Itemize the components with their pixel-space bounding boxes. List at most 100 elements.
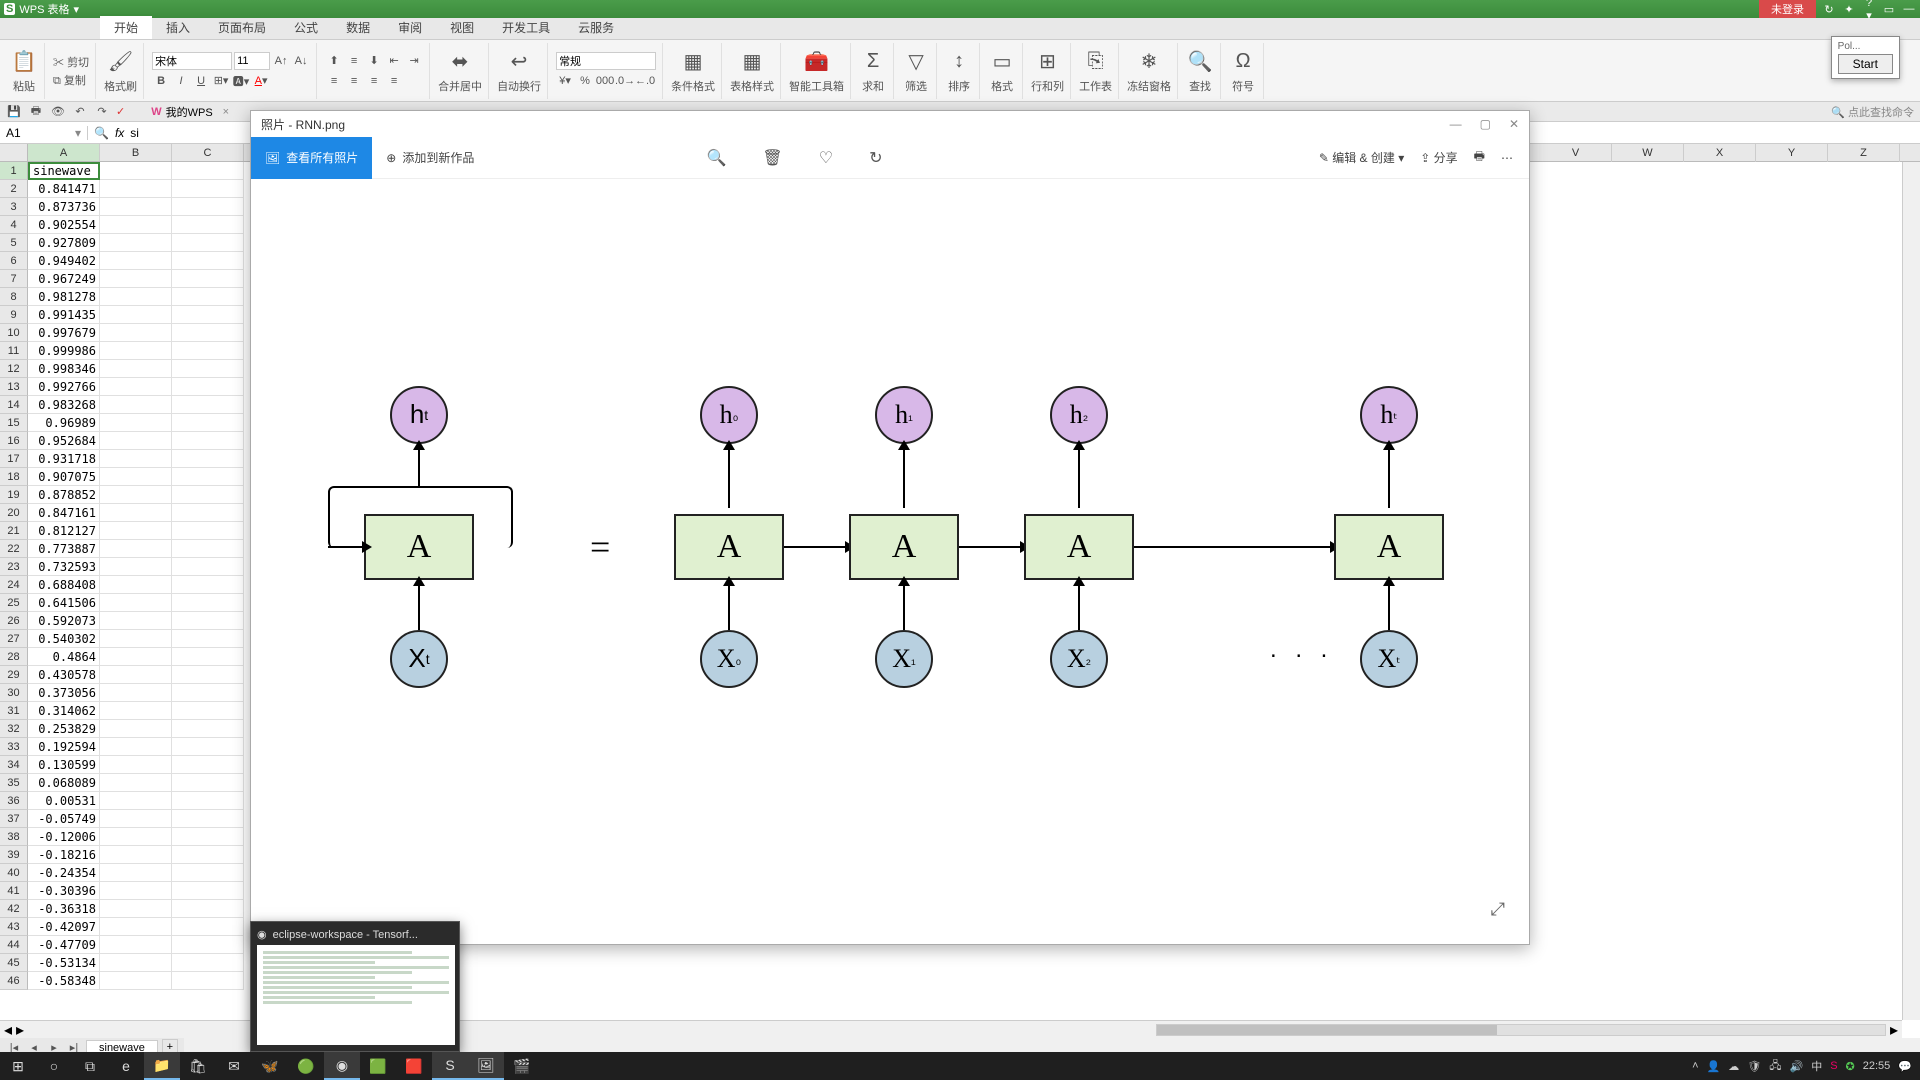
- align-top-icon[interactable]: ⬆: [325, 52, 343, 70]
- tab-cloud[interactable]: 云服务: [564, 16, 628, 39]
- app5-icon[interactable]: 🎬: [504, 1052, 540, 1080]
- merge-icon[interactable]: ⬌: [446, 48, 474, 76]
- cell[interactable]: 0.997679: [28, 324, 100, 342]
- cell[interactable]: -0.18216: [28, 846, 100, 864]
- cell[interactable]: [172, 972, 244, 990]
- tab-review[interactable]: 审阅: [384, 16, 436, 39]
- cell[interactable]: [172, 198, 244, 216]
- row-header[interactable]: 28: [0, 648, 28, 666]
- cell[interactable]: [100, 756, 172, 774]
- cell[interactable]: [172, 504, 244, 522]
- grow-font-icon[interactable]: A↑: [272, 52, 290, 70]
- filter-icon[interactable]: ▽: [902, 48, 930, 76]
- row-header[interactable]: 36: [0, 792, 28, 810]
- cell[interactable]: [100, 216, 172, 234]
- cell[interactable]: 0.430578: [28, 666, 100, 684]
- cell[interactable]: -0.24354: [28, 864, 100, 882]
- cell[interactable]: [172, 918, 244, 936]
- cell[interactable]: 0.952684: [28, 432, 100, 450]
- cut-button[interactable]: ✂ 剪切: [53, 54, 89, 70]
- edit-create-button[interactable]: ✎ 编辑 & 创建 ▾: [1319, 149, 1404, 166]
- cell[interactable]: 0.841471: [28, 180, 100, 198]
- eclipse-taskbar-icon[interactable]: ◉: [324, 1052, 360, 1080]
- cell[interactable]: [100, 630, 172, 648]
- row-header[interactable]: 20: [0, 504, 28, 522]
- cell[interactable]: -0.30396: [28, 882, 100, 900]
- cell[interactable]: [100, 504, 172, 522]
- row-header[interactable]: 44: [0, 936, 28, 954]
- cell[interactable]: 0.314062: [28, 702, 100, 720]
- cell[interactable]: [100, 432, 172, 450]
- percent-icon[interactable]: %: [576, 72, 594, 90]
- row-header[interactable]: 23: [0, 558, 28, 576]
- tray-clock[interactable]: 22:55: [1863, 1060, 1891, 1072]
- cell[interactable]: -0.47709: [28, 936, 100, 954]
- cell[interactable]: [172, 774, 244, 792]
- favorite-icon[interactable]: ♡: [819, 148, 833, 168]
- mail-icon[interactable]: ✉: [216, 1052, 252, 1080]
- fx-search-icon[interactable]: 🔍: [94, 126, 109, 140]
- cell[interactable]: [100, 162, 172, 180]
- italic-button[interactable]: I: [172, 72, 190, 90]
- size-select[interactable]: [234, 52, 270, 70]
- row-header[interactable]: 16: [0, 432, 28, 450]
- col-header-C[interactable]: C: [172, 144, 244, 161]
- align-left-icon[interactable]: ≡: [325, 72, 343, 90]
- cell[interactable]: [100, 288, 172, 306]
- row-header[interactable]: 10: [0, 324, 28, 342]
- cell[interactable]: [100, 828, 172, 846]
- more-icon[interactable]: ⋯: [1501, 151, 1513, 165]
- tray-ime-icon[interactable]: 中: [1811, 1058, 1822, 1074]
- tab-insert[interactable]: 插入: [152, 16, 204, 39]
- qa-save-icon[interactable]: 💾: [6, 104, 22, 120]
- cell[interactable]: [100, 720, 172, 738]
- cell[interactable]: [100, 810, 172, 828]
- row-header[interactable]: 7: [0, 270, 28, 288]
- tray-net-icon[interactable]: 🖧: [1769, 1057, 1781, 1076]
- expand-icon[interactable]: ⤢: [1491, 899, 1505, 920]
- qa-redo-icon[interactable]: ↷: [94, 104, 110, 120]
- dec-dec-icon[interactable]: ←.0: [636, 72, 654, 90]
- cell[interactable]: [172, 954, 244, 972]
- sheet-icon[interactable]: ⎘: [1082, 48, 1110, 76]
- tray-s-icon[interactable]: S: [1830, 1060, 1837, 1072]
- cell[interactable]: 0.688408: [28, 576, 100, 594]
- tray-360-icon[interactable]: ✪: [1846, 1060, 1855, 1073]
- cell[interactable]: [172, 864, 244, 882]
- login-button[interactable]: 未登录: [1759, 0, 1816, 18]
- cell[interactable]: 0.130599: [28, 756, 100, 774]
- cell[interactable]: 0.592073: [28, 612, 100, 630]
- row-header[interactable]: 38: [0, 828, 28, 846]
- cell[interactable]: [100, 252, 172, 270]
- copy-button[interactable]: ⧉ 复制: [53, 72, 89, 88]
- photo-min-icon[interactable]: —: [1450, 117, 1462, 131]
- align-bot-icon[interactable]: ⬇: [365, 52, 383, 70]
- cell[interactable]: [172, 324, 244, 342]
- cell[interactable]: [172, 414, 244, 432]
- border-button[interactable]: ⊞▾: [212, 72, 230, 90]
- sum-icon[interactable]: Σ: [859, 48, 887, 76]
- cell[interactable]: [172, 630, 244, 648]
- row-header[interactable]: 34: [0, 756, 28, 774]
- row-header[interactable]: 35: [0, 774, 28, 792]
- cell[interactable]: [172, 396, 244, 414]
- cell[interactable]: [172, 162, 244, 180]
- tray-vol-icon[interactable]: 🔊: [1790, 1060, 1804, 1073]
- cell[interactable]: [172, 342, 244, 360]
- align-right-icon[interactable]: ≡: [365, 72, 383, 90]
- cell[interactable]: [100, 954, 172, 972]
- cell[interactable]: [100, 702, 172, 720]
- tray-shield-icon[interactable]: 🛡: [1747, 1060, 1761, 1073]
- col-header-Z[interactable]: Z: [1828, 144, 1900, 162]
- fx-icon[interactable]: fx: [115, 126, 124, 140]
- cell[interactable]: [100, 522, 172, 540]
- row-header[interactable]: 11: [0, 342, 28, 360]
- row-header[interactable]: 24: [0, 576, 28, 594]
- symbol-icon[interactable]: Ω: [1229, 48, 1257, 76]
- cell[interactable]: [172, 882, 244, 900]
- cell[interactable]: [172, 900, 244, 918]
- tab-layout[interactable]: 页面布局: [204, 16, 280, 39]
- formula-input[interactable]: [130, 126, 190, 140]
- cell[interactable]: [172, 756, 244, 774]
- cell[interactable]: 0.847161: [28, 504, 100, 522]
